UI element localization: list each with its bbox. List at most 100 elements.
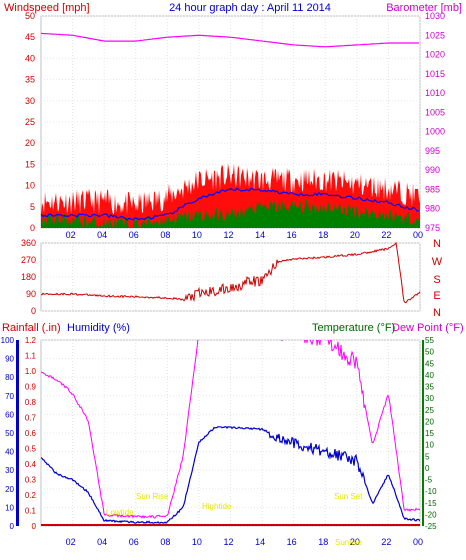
temperature-line [41,340,420,519]
temperature-tick-label: 30 [425,394,434,403]
time-tick-label: 04 [97,230,107,240]
direction-tick-label: 0 [31,306,36,316]
humidity-tick-label: 20 [5,485,14,494]
time-tick-label: 10 [192,537,202,547]
direction-tick-label: 360 [21,238,36,248]
time-tick-label: 00 [413,230,423,240]
compass-label: N [433,307,441,319]
rainfall-tick-label: 0.6 [25,429,37,438]
barometer-tick-label: 990 [425,165,440,175]
humidity-tick-label: 50 [5,429,14,438]
humidity-tick-label: 90 [5,355,14,364]
humidity-tick-label: 60 [5,410,14,419]
wind-tick-label: 25 [25,117,35,127]
temperature-tick-label: 40 [425,371,434,380]
wind-axis-title: Windspeed [mph] [4,2,90,14]
direction-tick-label: 90 [26,289,36,299]
time-tick-label: 08 [160,537,170,547]
time-tick-label: 04 [97,537,107,547]
humidity-tick-label: 40 [5,448,14,457]
rainfall-tick-label: 1.2 [25,336,37,345]
barometer-tick-label: 1010 [425,88,445,98]
rainfall-tick-label: 0.2 [25,491,37,500]
wind-direction-line [41,241,421,304]
annotation-lowtide: Lowtide [106,508,134,517]
barometer-tick-label: 975 [425,223,440,233]
time-tick-label: 20 [350,230,360,240]
temperature-tick-label: 15 [425,429,434,438]
time-tick-label: 22 [381,230,391,240]
humidity-axis-bar [16,340,19,526]
temperature-tick-label: 25 [425,406,434,415]
time-tick-label: 06 [129,537,139,547]
barometer-axis-title: Barometer [mb] [386,2,462,14]
rainfall-tick-label: 0.3 [25,476,37,485]
rainfall-tick-label: 0.4 [25,460,37,469]
temperature-tick-label: 20 [425,417,434,426]
humidity-plot-area [41,340,420,524]
temperature-tick-label: 5 [425,452,430,461]
temperature-tick-label: 10 [425,441,434,450]
rainfall-tick-label: 0.9 [25,383,37,392]
temperature-tick-label: -25 [425,522,437,531]
annotation-sunset: Sun Set [334,492,363,501]
time-tick-label: 14 [255,230,265,240]
compass-label: N [433,238,441,250]
time-tick-label: 08 [160,230,170,240]
direction-marks [41,241,421,304]
time-tick-label: 12 [223,537,233,547]
wind-low-area [41,199,420,228]
barometer-tick-label: 980 [425,204,440,214]
wind-tick-label: 50 [25,11,35,21]
temperature-tick-label: -10 [425,487,437,496]
compass-label: S [433,274,440,286]
time-tick-label: 18 [318,230,328,240]
temperature-tick-label: 55 [425,336,434,345]
time-tick-label: 10 [192,230,202,240]
compass-label: E [433,290,440,302]
chart-title: 24 hour graph day : April 11 2014 [169,2,331,14]
barometer-tick-label: 1005 [425,107,445,117]
time-tick-label: 12 [223,230,233,240]
rainfall-tick-label: 0.1 [25,507,37,516]
wind-marks [40,32,420,228]
time-tick-label: 00 [413,537,423,547]
barometer-tick-label: 1015 [425,69,445,79]
barometer-tick-label: 995 [425,146,440,156]
barometer-tick-label: 1025 [425,30,445,40]
temperature-axis-bar [422,340,424,526]
temperature-tick-label: 45 [425,359,434,368]
wind-tick-label: 40 [25,53,35,63]
direction-grid [41,242,421,312]
barometer-tick-label: 1000 [425,127,445,137]
rainfall-tick-label: 0.8 [25,398,37,407]
time-tick-label: 02 [66,537,76,547]
rainfall-tick-label: 1.1 [25,352,37,361]
wind-average-line [40,187,420,221]
humidity-marks [41,340,420,526]
rainfall-tick-label: 0 [32,522,37,531]
humidity-tick-label: 80 [5,373,14,382]
wind-tick-label: 35 [25,75,35,85]
humidity-tick-label: 30 [5,466,14,475]
time-tick-label: 06 [129,230,139,240]
wind-tick-label: 10 [25,181,35,191]
wind-tick-label: 5 [30,202,35,212]
rainfall-tick-label: 1.0 [25,367,37,376]
axis-labels: 0510152025303540455097598098599099510001… [1,11,445,547]
rainfall-tick-label: 0.5 [25,445,37,454]
wind-tick-label: 15 [25,159,35,169]
direction-tick-label: 270 [21,255,36,265]
temperature-tick-label: -5 [425,476,433,485]
annotation-hightide: Hightide [202,502,232,511]
temperature-axis-title: Temperature (°F) [312,322,395,334]
barometer-tick-label: 1020 [425,50,445,60]
time-tick-label: 16 [287,230,297,240]
humidity-tick-label: 0 [10,522,15,531]
rainfall-tick-label: 0.7 [25,414,37,423]
time-tick-label: 22 [381,537,391,547]
annotation-sunrise-next: Sunrise [335,538,363,547]
humidity-axis-title: Humidity (%) [67,322,130,334]
